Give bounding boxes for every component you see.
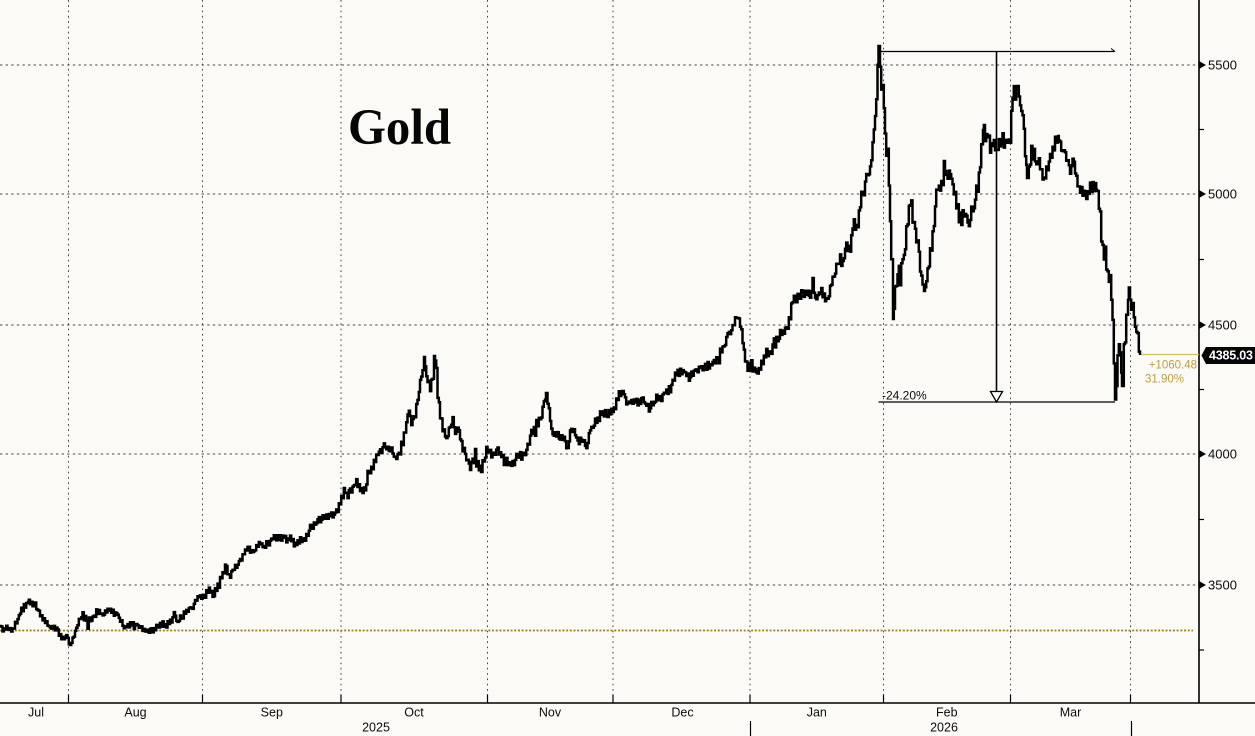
svg-text:3500: 3500 [1208,578,1237,593]
svg-text:Feb: Feb [936,706,958,720]
svg-text:31.90%: 31.90% [1145,374,1184,386]
svg-text:2025: 2025 [362,721,390,735]
svg-text:Sep: Sep [261,706,283,720]
svg-text:2026: 2026 [930,721,958,735]
svg-text:-24.20%: -24.20% [882,389,927,403]
svg-text:Aug: Aug [124,706,146,720]
svg-text:Jul: Jul [28,706,44,720]
svg-text:+1060.48: +1060.48 [1149,360,1197,372]
svg-text:5000: 5000 [1208,187,1237,202]
svg-text:Nov: Nov [539,706,562,720]
svg-text:4000: 4000 [1208,447,1237,462]
svg-text:Oct: Oct [404,706,424,720]
svg-text:5500: 5500 [1208,58,1237,73]
svg-text:4385.03: 4385.03 [1209,349,1253,363]
svg-text:Dec: Dec [671,706,693,720]
svg-text:4500: 4500 [1208,318,1237,333]
svg-text:Gold: Gold [348,100,451,156]
svg-text:Jan: Jan [807,706,827,720]
svg-text:Mar: Mar [1060,706,1082,720]
